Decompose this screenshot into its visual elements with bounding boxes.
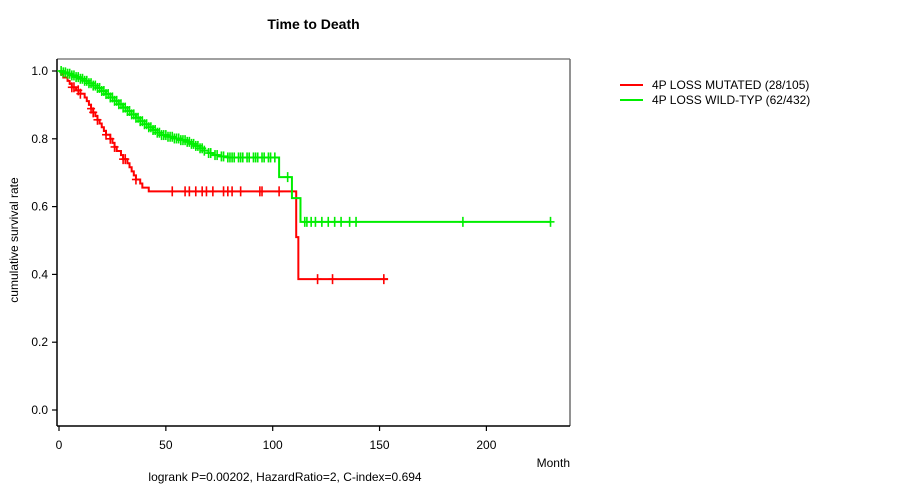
y-tick-label: 1.0 [31,64,48,78]
y-tick-label: 0.4 [31,267,48,281]
x-tick-label: 200 [476,438,496,452]
legend-item-mutated: 4P LOSS MUTATED (28/105) [620,77,810,92]
x-tick-label: 100 [263,438,283,452]
x-tick-label: 50 [159,438,173,452]
legend-line-swatch-red [620,83,643,86]
survival-curve-mutated [59,70,389,281]
y-tick-label: 0.2 [31,335,48,349]
footer-stats: logrank P=0.00202, HazardRatio=2, C-inde… [148,470,422,484]
legend-label: 4P LOSS MUTATED (28/105) [652,77,810,92]
legend-line-swatch-green [620,98,643,101]
legend-item-wildtype: 4P LOSS WILD-TYP (62/432) [620,92,810,107]
survival-curve-wildtype [59,70,551,223]
chart-title: Time to Death [267,16,360,32]
y-tick-label: 0.0 [31,403,48,417]
x-axis-label: Month [536,456,570,470]
x-tick-label: 0 [56,438,63,452]
legend-label: 4P LOSS WILD-TYP (62/432) [652,92,811,107]
x-tick-label: 150 [370,438,390,452]
legend: 4P LOSS MUTATED (28/105) 4P LOSS WILD-TY… [620,77,810,107]
y-tick-label: 0.6 [31,200,48,214]
y-tick-label: 0.8 [31,132,48,146]
